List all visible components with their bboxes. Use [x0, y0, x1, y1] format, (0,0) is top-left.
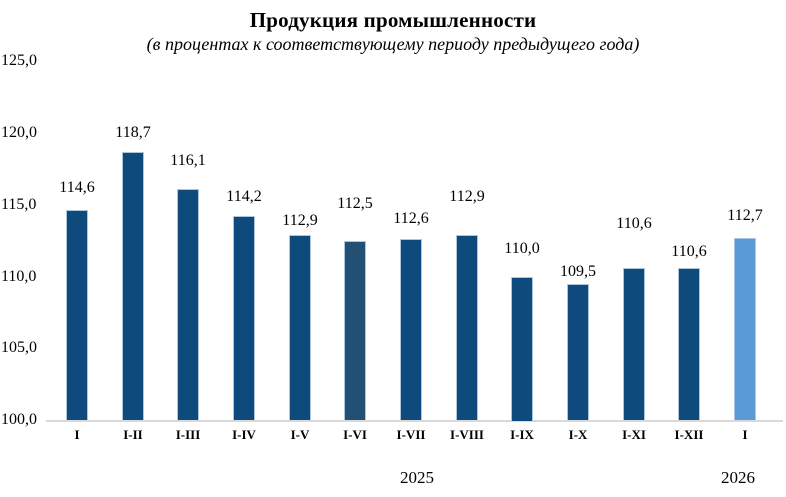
bar-value-label: 112,9	[449, 188, 485, 205]
x-axis-category-label: I-III	[175, 427, 201, 442]
bar-value-label: 112,6	[393, 210, 429, 227]
y-axis-tick-label: 110,0	[1, 267, 37, 285]
bar	[344, 241, 366, 420]
y-axis-tick-label: 120,0	[1, 124, 37, 141]
x-axis-category-label: I-XI	[622, 427, 646, 442]
bar	[734, 238, 756, 420]
x-axis-category-label: I-IV	[232, 427, 256, 442]
bar-value-label: 110,0	[504, 240, 540, 257]
y-axis-tick-label: 125,0	[1, 52, 37, 70]
bar	[623, 268, 645, 420]
bar	[678, 268, 700, 420]
bar-value-label: 116,1	[170, 152, 206, 169]
x-axis-category-label: I-VII	[396, 427, 426, 442]
axis-group-label-2026: 2026	[721, 468, 755, 487]
bar-value-label: 109,5	[560, 263, 596, 280]
bar	[233, 216, 255, 420]
x-axis-category-label: I-V	[290, 427, 310, 442]
bar	[122, 152, 144, 420]
x-axis-category-label: I	[74, 427, 80, 442]
bar-value-label: 112,9	[282, 212, 318, 229]
bar	[511, 277, 533, 421]
bar-value-label: 110,6	[616, 215, 652, 232]
bar	[400, 239, 422, 420]
bar-value-label: 112,5	[337, 195, 373, 212]
bar	[66, 210, 88, 420]
x-axis-category-label: I-II	[123, 427, 143, 442]
chart-subtitle: (в процентах к соответствующему периоду …	[146, 34, 640, 54]
y-axis-tick-label: 115,0	[1, 195, 37, 213]
bar-value-label: 114,6	[59, 179, 95, 196]
bar-value-label: 118,7	[115, 124, 151, 141]
bar	[177, 189, 199, 420]
bar-value-label: 110,6	[671, 243, 707, 260]
x-axis-category-label: I-XII	[674, 427, 704, 442]
x-axis-category-label: I	[742, 427, 748, 442]
bar-value-label: 114,2	[226, 188, 262, 205]
x-axis-category-label: I-VI	[343, 427, 367, 442]
x-axis-category-label: I-VIII	[450, 427, 484, 442]
axis-group-label-2025: 2025	[400, 468, 434, 487]
y-axis-tick-label: 105,0	[1, 339, 37, 357]
bar	[567, 284, 589, 420]
x-axis-category-label: I-IX	[510, 427, 534, 442]
bar	[289, 235, 311, 420]
x-axis-category-label: I-X	[568, 427, 588, 442]
x-axis-line	[46, 420, 783, 422]
bar	[456, 235, 478, 420]
y-axis-tick-label: 100,0	[1, 411, 37, 428]
chart-title: Продукция промышленности	[249, 8, 537, 32]
bar-value-label: 112,7	[727, 207, 763, 224]
